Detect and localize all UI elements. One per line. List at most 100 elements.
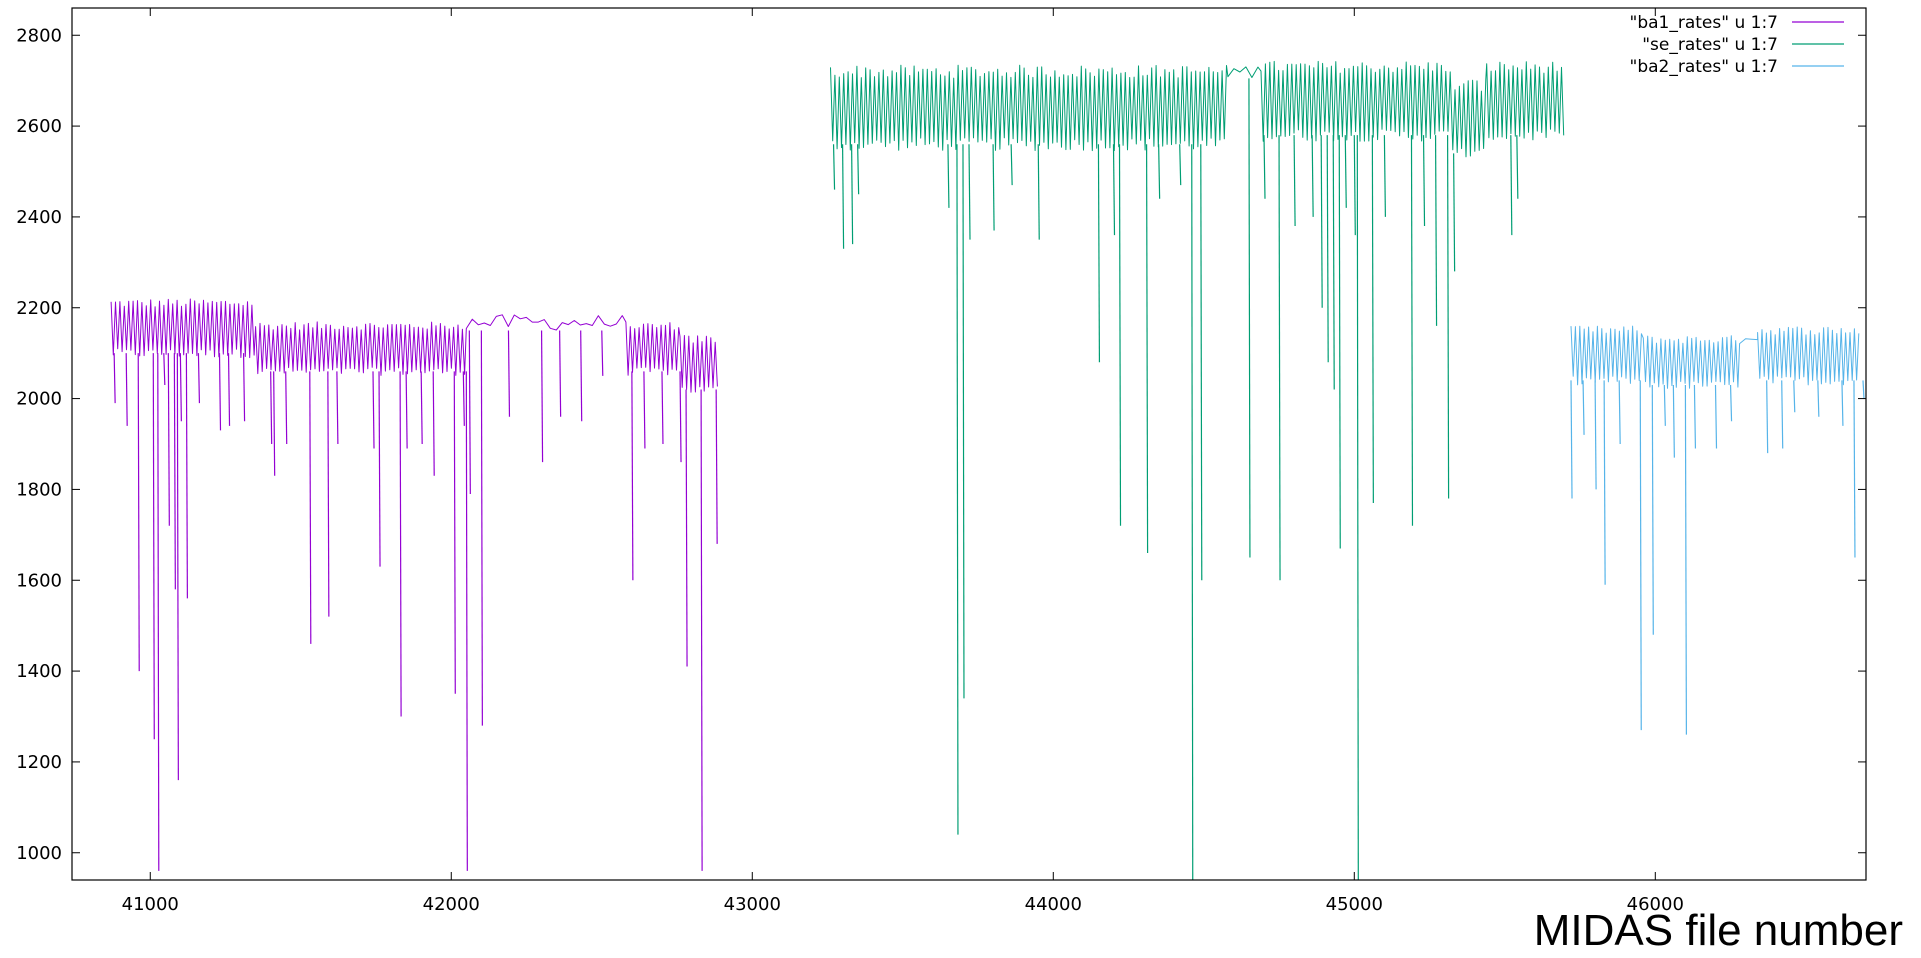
x-tick-label: 46000 [1627, 894, 1684, 915]
series-2-dip [1510, 135, 1513, 236]
series-3-dip [1570, 380, 1573, 499]
series-2-dip [1338, 135, 1341, 549]
series-2-dip [1434, 135, 1438, 326]
x-tick-label: 44000 [1025, 894, 1082, 915]
series-2-dip [1263, 135, 1266, 199]
series-2-dip [851, 144, 854, 245]
series-1-dip [465, 371, 468, 871]
series-1-dip [372, 371, 375, 449]
series-2-dip [1326, 135, 1329, 363]
series-1-dip [113, 353, 116, 404]
y-tick-label: 2000 [16, 389, 62, 410]
series-2-dip [968, 144, 971, 240]
series-2-dip [1447, 135, 1450, 499]
series-2-dip [1191, 144, 1194, 881]
series-2-dip [832, 144, 836, 190]
series-2-dip [1158, 144, 1161, 199]
axes-group: 41000 42000 43000 44000 45000 46000 1000 1200 14… [16, 8, 1866, 915]
series-1-dip [125, 353, 128, 426]
series-3-dip [1582, 380, 1585, 435]
series-3-dip [1693, 384, 1697, 449]
y-tick-label: 2200 [16, 298, 62, 319]
series-1-dip [176, 353, 179, 781]
series-1-dip [273, 371, 276, 476]
series-3-dip [1639, 380, 1642, 731]
series-2-dip [992, 144, 995, 231]
series-1-dip [218, 353, 222, 431]
series-1-dip [453, 371, 456, 694]
y-tick-label: 1000 [16, 843, 62, 864]
series-2-dip [1353, 135, 1356, 236]
y-tick-label: 1600 [16, 570, 62, 591]
series-3-dip [1729, 384, 1733, 422]
series-2-dip [1453, 153, 1456, 272]
series-1-dip [163, 353, 166, 385]
series-3-line [1570, 325, 1865, 735]
series-1-dip [179, 353, 182, 422]
y-tick-label: 2600 [16, 116, 62, 137]
y-tick-label: 1200 [16, 752, 62, 773]
series-2-line [830, 60, 1565, 881]
series-2-dip [1010, 144, 1013, 186]
series-1-dip [137, 353, 140, 672]
legend-label-3: "ba2_rates" u 1:7 [1630, 57, 1779, 77]
series-1-line [110, 298, 718, 871]
x-tick-label: 45000 [1326, 894, 1383, 915]
series-2-dip [1293, 135, 1296, 227]
y-tick-label: 2800 [16, 25, 62, 46]
series-1-dip [157, 353, 160, 871]
series-2-dip [1200, 144, 1203, 581]
x-tick-label: 41000 [122, 894, 179, 915]
plot-frame [71, 7, 1867, 881]
series-2-dip [1278, 135, 1281, 581]
series-1-dip [197, 353, 201, 404]
series-3-dip [1618, 380, 1621, 445]
series-2-dip [1344, 135, 1347, 208]
series-3-dip [1684, 384, 1687, 735]
series-1-dip [432, 371, 435, 476]
series-1-dip [309, 371, 312, 644]
series-1-trace [110, 298, 718, 393]
series-2-dip [857, 144, 860, 195]
series-2-dip [947, 144, 950, 208]
series-3-dip [1714, 384, 1718, 449]
series-1-dip [336, 371, 339, 445]
series-3-dip [1841, 380, 1844, 426]
series-1-dip [185, 353, 188, 599]
series-1-dip [643, 371, 646, 449]
series-3-dip [1594, 380, 1597, 490]
series-1-dip [420, 371, 423, 445]
series-1-dip [405, 371, 408, 449]
x-tick-label: 42000 [423, 894, 480, 915]
series-2-dip [1422, 135, 1426, 227]
series-3-dip [1663, 384, 1666, 426]
series-2-trace [830, 60, 1565, 158]
series-2-dip [962, 144, 965, 699]
legend: "ba1_rates" u 1:7"se_rates" u 1:7"ba2_ra… [1630, 13, 1844, 77]
x-axis-label: MIDAS file number [1533, 906, 1903, 956]
series-3-dip [1817, 380, 1820, 417]
series-1-dip [480, 330, 483, 726]
series-1-dip [685, 389, 688, 667]
series-2-dip [1118, 144, 1122, 526]
series-1-dip [661, 371, 664, 445]
series-2-dip [1356, 135, 1359, 881]
series-1-dip [285, 371, 288, 445]
series-3-dip [1781, 380, 1784, 449]
series-2-dip [956, 144, 959, 835]
series-2-dip [1179, 144, 1182, 186]
series-group [110, 60, 1865, 881]
series-2-dip [1371, 135, 1374, 504]
series-1-dip [580, 330, 583, 422]
series-2-dip [1097, 144, 1101, 363]
series-1-dip [167, 353, 170, 526]
x-tick-label: 43000 [724, 894, 781, 915]
series-1-dip [327, 371, 330, 617]
series-2-dip [841, 144, 845, 249]
series-3-dip [1672, 384, 1675, 458]
series-2-dip [1112, 144, 1116, 236]
series-3-dip [1853, 380, 1856, 558]
series-1-dip [700, 389, 703, 871]
series-2-dip [1145, 144, 1149, 554]
